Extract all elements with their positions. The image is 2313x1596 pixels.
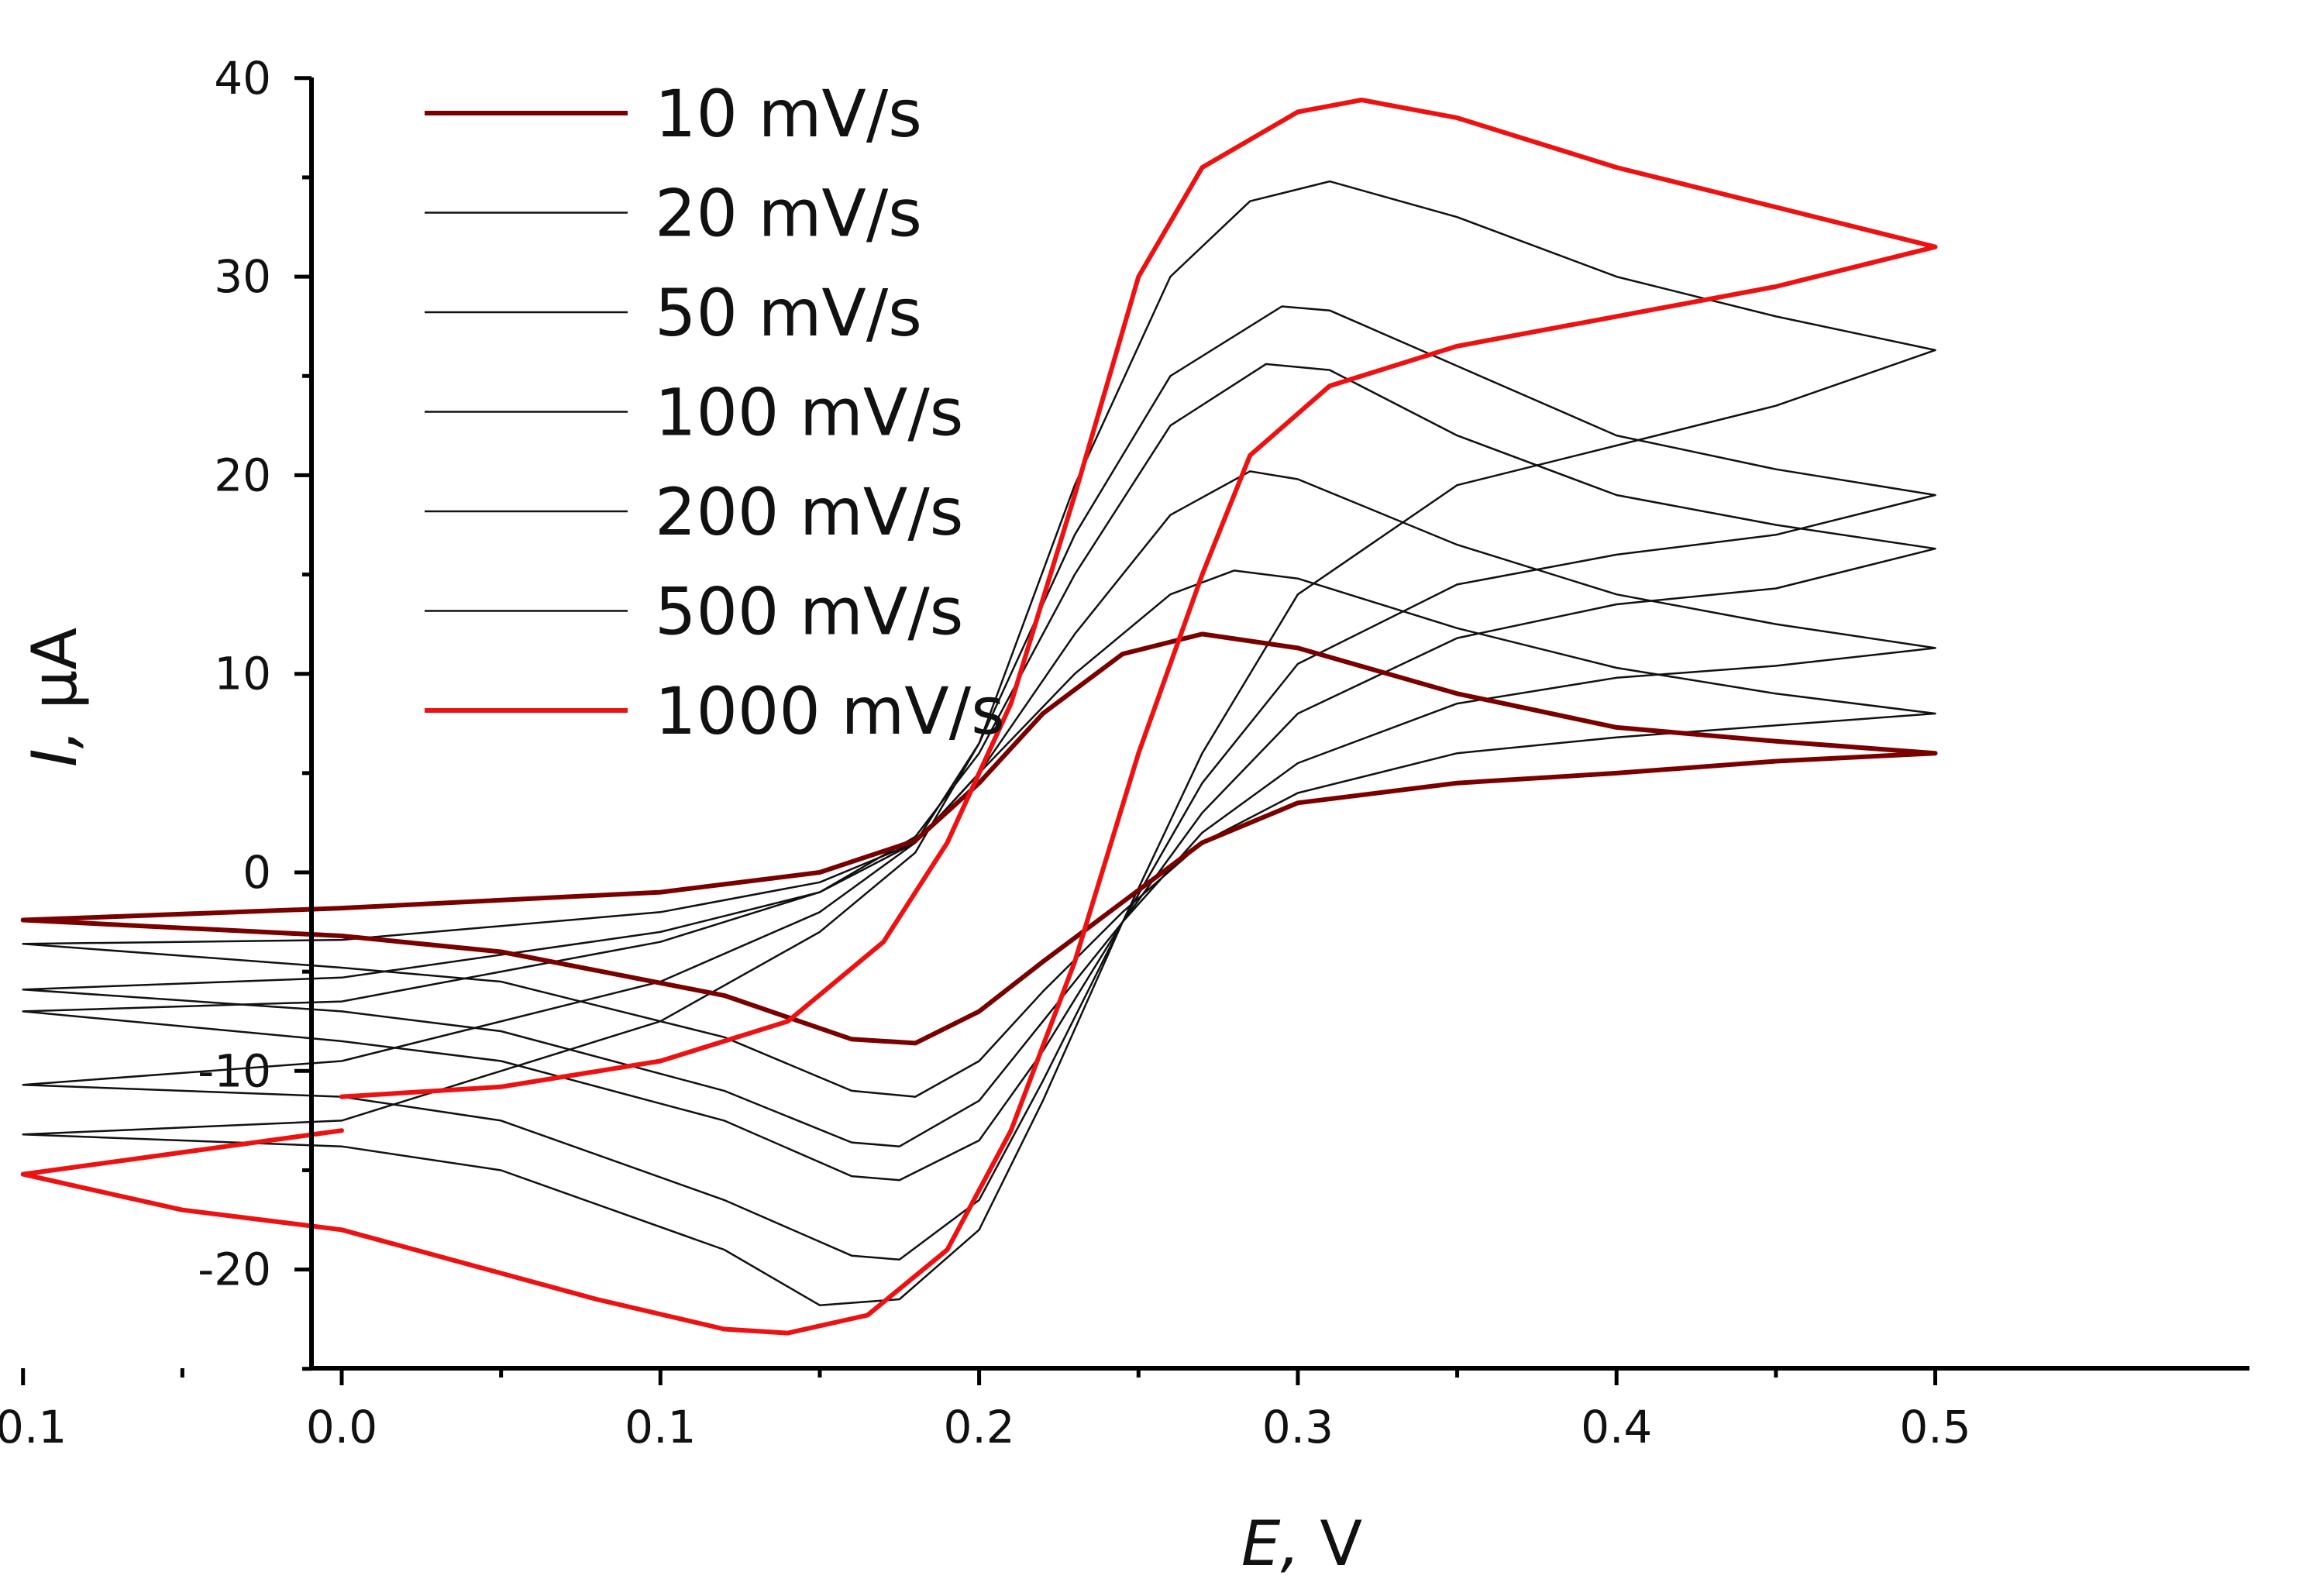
y-tick-label: 30 (214, 250, 271, 303)
x-tick-label: 0.2 (943, 1401, 1014, 1453)
plot-area (20, 98, 1938, 1336)
y-axis-title: I, μA (19, 628, 91, 767)
x-axis-unit: V (1320, 1508, 1362, 1580)
legend-label-100-mv-s: 100 mV/s (655, 375, 963, 451)
y-axis-unit: μA (19, 628, 91, 710)
legend-label-10-mv-s: 10 mV/s (655, 76, 922, 152)
series-line-200-mv-s (22, 305, 1936, 1261)
legend-label-50-mv-s: 50 mV/s (655, 275, 922, 351)
legend-label-20-mv-s: 20 mV/s (655, 176, 922, 252)
series-line-10-mv-s (20, 631, 1938, 1046)
axes: -0.1 0.0 0.1 0.2 0.3 0.4 0.5 -20 -10 0 10 20 30 40 (0, 52, 2249, 1453)
x-tick-label: 0.1 (625, 1401, 696, 1453)
series-line-500-mv-s (22, 180, 1936, 1306)
y-tick-label: 20 (214, 449, 271, 501)
y-tick-label: 0 (243, 846, 271, 899)
y-tick-label: -20 (198, 1243, 271, 1296)
legend-label-200-mv-s: 200 mV/s (655, 474, 963, 550)
legend: 10 mV/s 20 mV/s 50 mV/s 100 mV/s 200 mV/s 500… (425, 76, 1005, 749)
x-tick-label: -0.1 (0, 1401, 67, 1453)
x-axis-variable: E (1241, 1508, 1281, 1580)
series-line-50-mv-s (22, 470, 1936, 1147)
x-tick-label: 0.3 (1262, 1401, 1334, 1453)
legend-label-500-mv-s: 500 mV/s (655, 574, 963, 650)
series-line-100-mv-s (22, 363, 1936, 1182)
x-tick-label: 0.4 (1581, 1401, 1652, 1453)
x-axis-title: E, V (1241, 1508, 1362, 1580)
y-axis-variable: I (19, 748, 91, 767)
x-tick-label: 0.5 (1899, 1401, 1971, 1453)
series-line-1000-mv-s (20, 98, 1938, 1336)
y-tick-label: -10 (198, 1044, 271, 1097)
y-tick-label: 40 (214, 52, 271, 105)
legend-label-1000-mv-s: 1000 mV/s (655, 673, 1005, 749)
y-tick-label: 10 (214, 648, 271, 700)
x-tick-label: 0.0 (306, 1401, 377, 1453)
